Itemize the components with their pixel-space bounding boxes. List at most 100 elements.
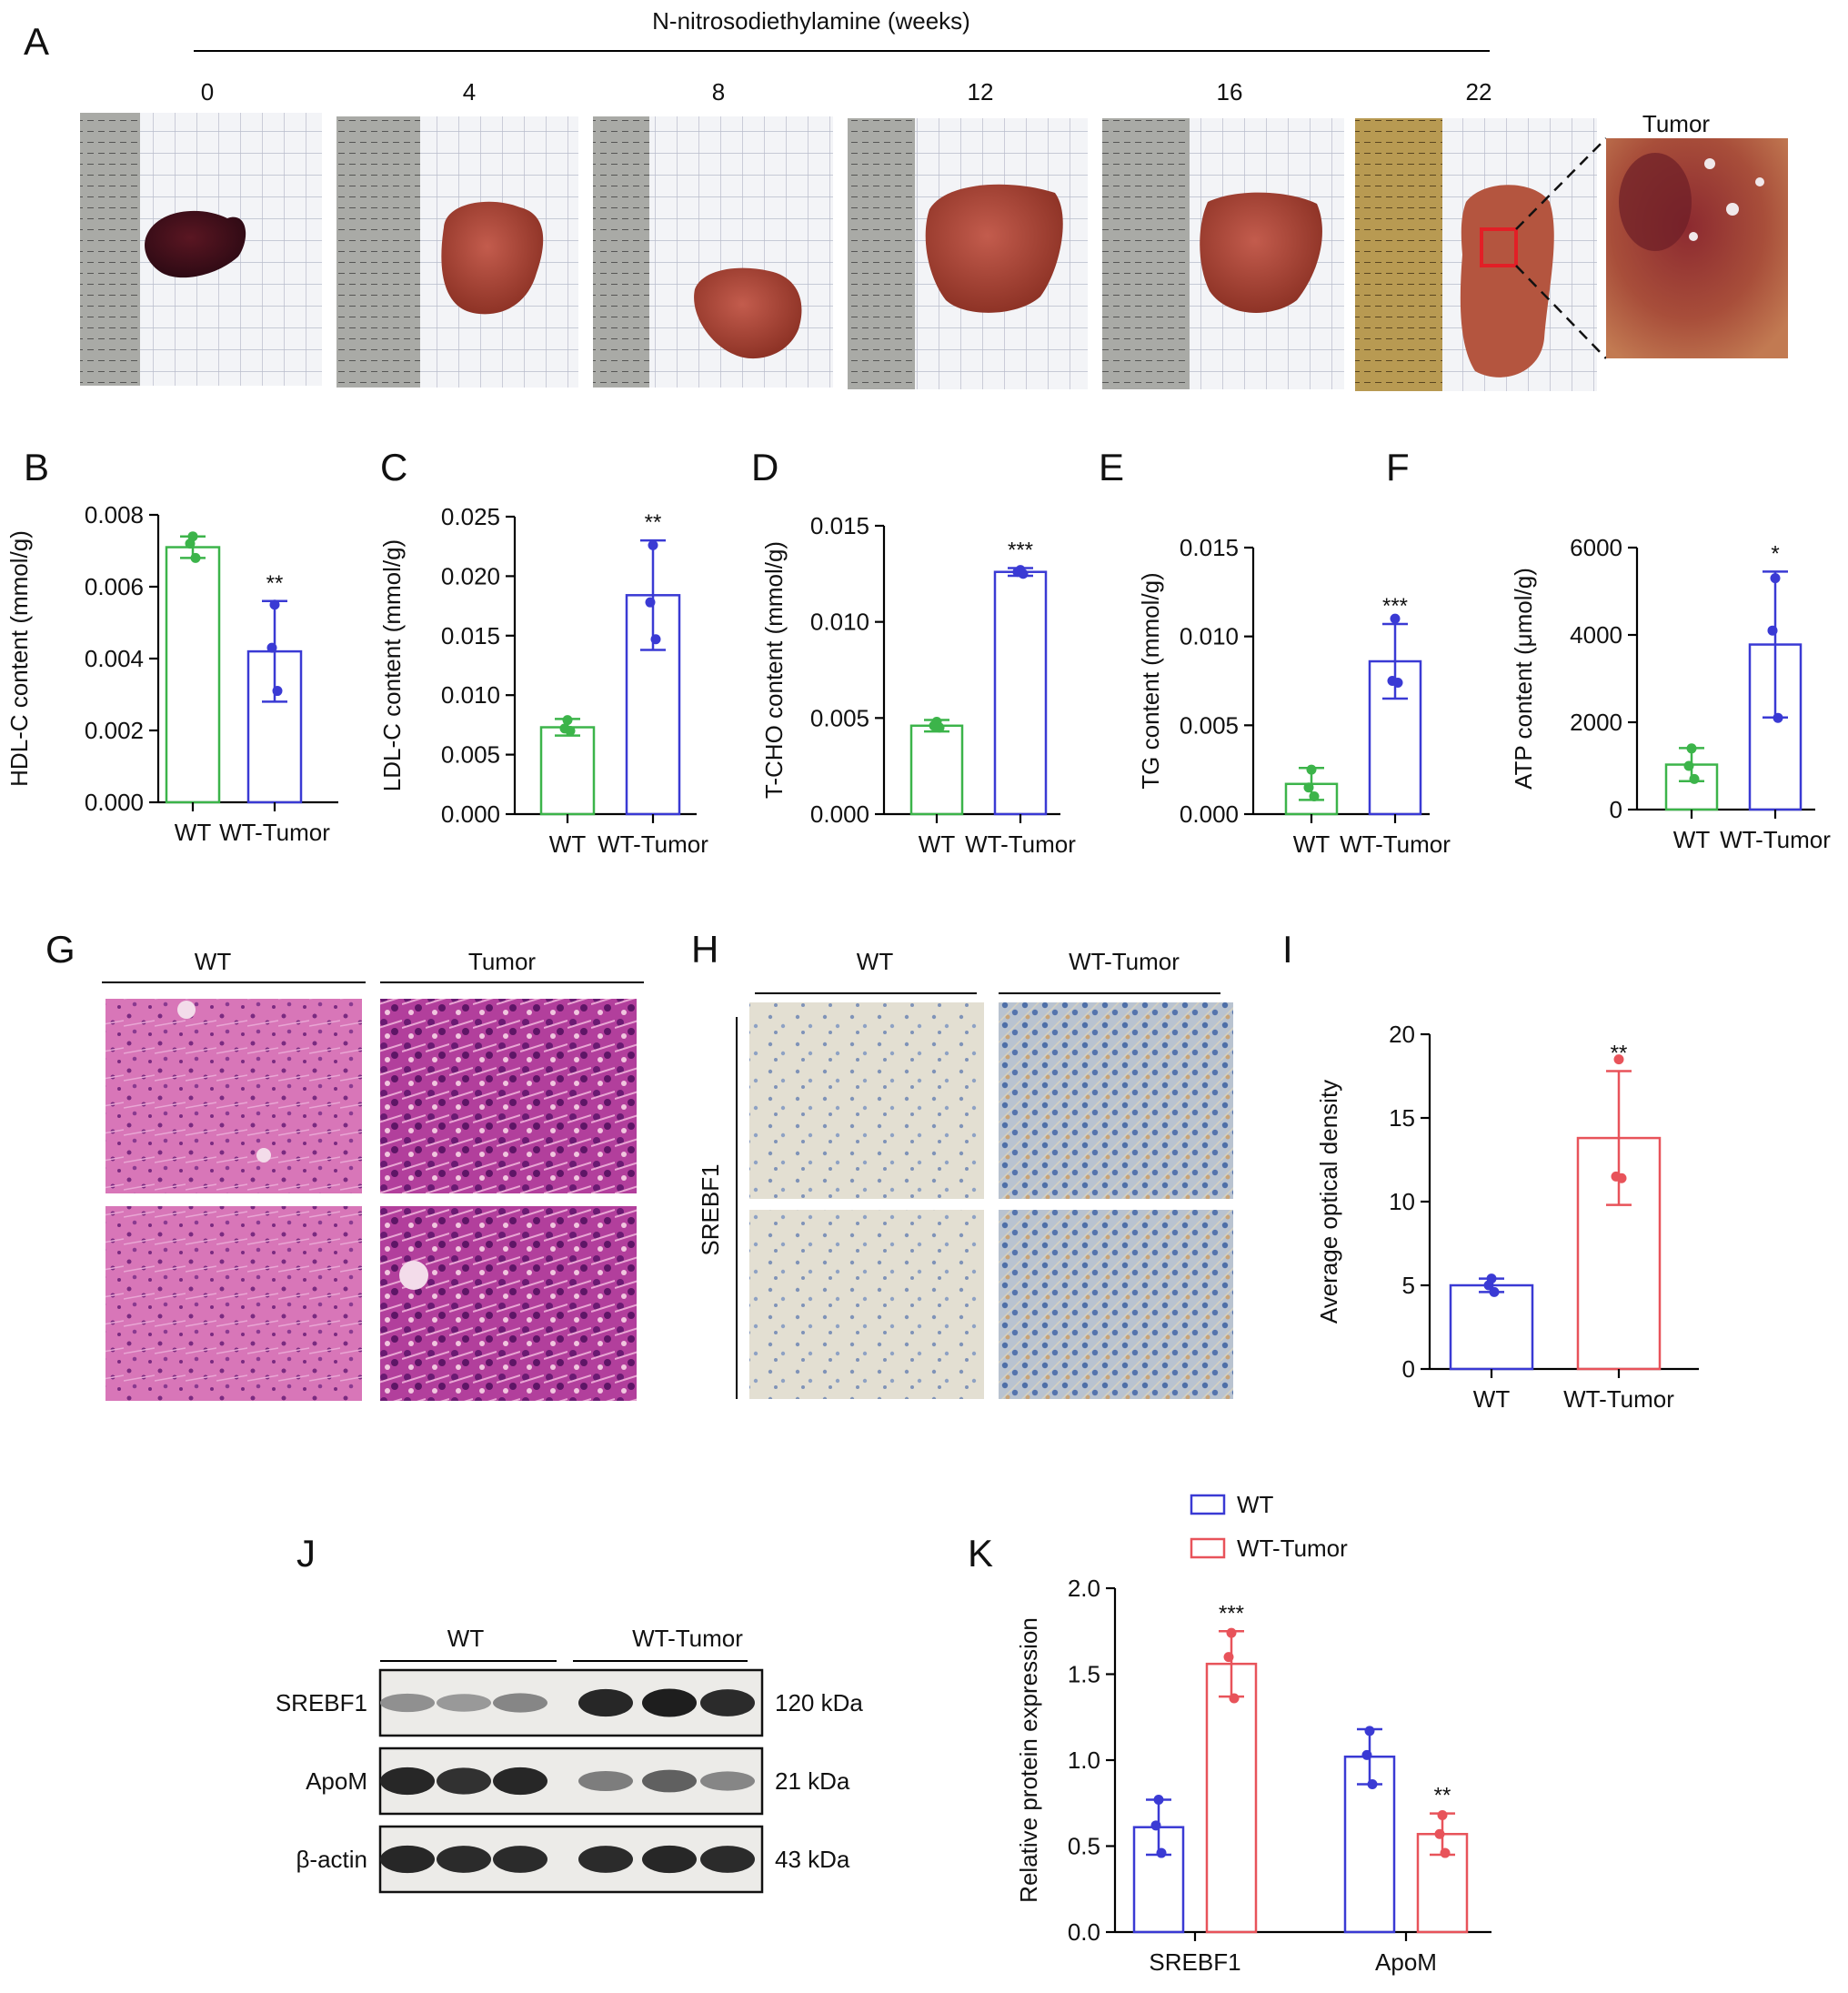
data-point (1156, 1847, 1167, 1858)
y-tick-label: 6000 (1570, 534, 1622, 561)
bar (1205, 1662, 1258, 1934)
significance-marker: * (1771, 541, 1779, 566)
y-tick-label: 0.004 (85, 645, 144, 672)
bar (909, 724, 964, 816)
y-tick-label: 1.5 (1068, 1661, 1100, 1688)
y-tick-label: 0.5 (1068, 1833, 1100, 1860)
week-label-16: 16 (1217, 78, 1243, 106)
blot-band (493, 1846, 547, 1873)
y-tick-label: 0 (1402, 1355, 1415, 1383)
h-col-header-wt: WT (857, 948, 894, 975)
blot-band (642, 1769, 697, 1793)
blot-protein-label: SREBF1 (276, 1689, 367, 1716)
blot-band (578, 1770, 633, 1792)
he-wt-top (105, 999, 362, 1193)
y-tick-label: 0.000 (1180, 800, 1239, 828)
x-tick-label: WT (919, 830, 956, 858)
x-tick-label: WT-Tumor (598, 830, 708, 858)
x-tick-label: WT-Tumor (1720, 826, 1831, 853)
data-point (1437, 1809, 1448, 1820)
bar (539, 726, 596, 816)
y-axis-label: Relative protein expression (1015, 1617, 1042, 1903)
y-axis-label: HDL-C content (mmol/g) (5, 530, 33, 787)
x-tick-label: WT-Tumor (965, 830, 1076, 858)
data-point (934, 722, 945, 733)
y-tick-label: 5 (1402, 1272, 1415, 1299)
liver-photo-week-4 (336, 116, 578, 388)
data-point (1483, 1280, 1494, 1291)
legend-label: WT (1237, 1491, 1274, 1518)
y-tick-label: 15 (1389, 1104, 1415, 1132)
x-tick-label: WT (1673, 826, 1711, 853)
panel-label-i: I (1282, 928, 1293, 971)
data-point (1767, 625, 1778, 636)
y-tick-label: 0.000 (441, 800, 500, 828)
y-tick-label: 0.008 (85, 501, 144, 528)
panel-a: A N-nitrosodiethylamine (weeks) 0 4 8 12… (24, 7, 1788, 391)
data-point (1686, 743, 1697, 754)
data-point (1434, 1828, 1445, 1839)
y-tick-label: 0.010 (441, 681, 500, 709)
y-tick-label: 2.0 (1068, 1575, 1100, 1602)
data-point (1440, 1847, 1451, 1858)
chart-panel-d: D 0.000 0.005 0.010 0.015 T-CHO content (mmo… (751, 446, 1076, 858)
ldl-c-chart: 0.000 0.005 0.010 0.015 0.020 0.025 LDL-C cont… (378, 503, 708, 858)
ihc-wt-bottom (749, 1210, 984, 1399)
data-point (645, 597, 656, 608)
x-tick-label: WT-Tumor (1340, 830, 1451, 858)
x-tick-label: WT-Tumor (1563, 1385, 1674, 1413)
chart-panel-e: E 0.000 0.005 0.010 0.015 TG content (mmol/g… (1099, 446, 1451, 858)
panel-label-j: J (296, 1532, 316, 1575)
chart-panel-f: F 0 2000 4000 6000 ATP content (μmol/g) WT * WT… (1386, 446, 1831, 853)
h-col-header-wt-tumor: WT-Tumor (1069, 948, 1180, 975)
y-axis-label: LDL-C content (mmol/g) (378, 539, 406, 791)
j-group-wt-tumor: WT-Tumor (632, 1625, 743, 1652)
y-axis-label: T-CHO content (mmol/g) (760, 541, 788, 799)
week-labels: 0 4 8 12 16 22 (201, 78, 1492, 106)
blot-band (380, 1693, 435, 1713)
data-point (266, 642, 277, 653)
data-point (1303, 782, 1314, 793)
data-point (269, 599, 280, 610)
he-vessel (256, 1148, 271, 1163)
chart-panel-b: B 0.000 0.002 0.004 0.006 0.008 HDL-C content… (5, 446, 338, 846)
data-point (1613, 1054, 1624, 1065)
y-tick-label: 4000 (1570, 621, 1622, 649)
panel-h: H WT WT-Tumor SREBF1 (691, 928, 1233, 1399)
western-blot: SREBF1 120 kDa ApoM 21 kDa β-actin 43 kDa (276, 1668, 863, 1894)
data-point (190, 552, 201, 563)
j-group-wt: WT (447, 1625, 485, 1652)
data-point (565, 725, 576, 736)
y-tick-label: 0 (1610, 796, 1622, 823)
x-tick-label: SREBF1 (1149, 1948, 1240, 1976)
x-tick-label: WT (1473, 1385, 1511, 1413)
he-tumor-bottom (380, 1206, 637, 1401)
y-axis-label: TG content (mmol/g) (1137, 572, 1164, 789)
significance-marker: ** (1434, 1784, 1451, 1808)
ihc-tumor-top (999, 1002, 1233, 1199)
ihc-tumor-bottom (999, 1210, 1233, 1399)
x-tick-label: WT (175, 819, 212, 846)
blot-band (437, 1767, 491, 1795)
x-tick-label: WT-Tumor (219, 819, 330, 846)
t-cho-chart: 0.000 0.005 0.010 0.015 T-CHO content (mmol/… (760, 512, 1076, 858)
data-point (1770, 573, 1781, 584)
panel-label-f: F (1386, 446, 1410, 488)
blot-band (642, 1845, 697, 1874)
chart-panel-k: K 0.0 0.5 1.0 1.5 2.0 Relative protein expres… (968, 1491, 1491, 1976)
y-tick-label: 0.006 (85, 573, 144, 600)
liver-photo-week-16 (1102, 118, 1344, 389)
blot-band (700, 1771, 755, 1791)
he-wt-bottom (105, 1206, 362, 1401)
panel-j: J WT WT-Tumor SREBF1 120 kDa ApoM 21 kDa β-a… (276, 1532, 863, 1894)
week-label-12: 12 (968, 78, 994, 106)
panel-label-d: D (751, 446, 778, 488)
tumor-zoom-inset (1606, 138, 1788, 358)
bar (1449, 1283, 1534, 1371)
y-tick-label: 0.005 (441, 741, 500, 769)
data-point (1306, 764, 1317, 775)
significance-marker: ** (1611, 1041, 1628, 1065)
y-tick-label: 0.015 (810, 512, 869, 539)
tg-chart: 0.000 0.005 0.010 0.015 TG content (mmol/g) W… (1137, 534, 1451, 858)
chart-panel-i: I 0 5 10 15 20 Average optical density WT ** WT-… (1282, 928, 1699, 1413)
